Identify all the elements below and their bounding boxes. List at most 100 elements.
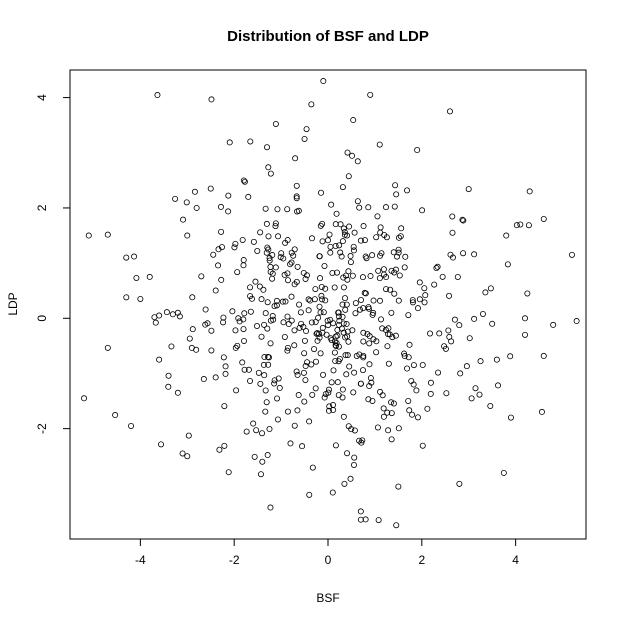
data-point [317,275,324,282]
data-point [316,334,323,341]
data-point [395,249,402,256]
data-point [288,249,295,256]
x-tick-label: 0 [325,553,332,567]
data-point [379,325,386,332]
data-point [388,410,395,417]
data-point [479,310,486,317]
data-point [422,292,429,299]
data-point [471,251,478,258]
data-point [207,185,214,192]
data-point [267,263,274,270]
data-point [392,182,399,189]
data-point [405,312,412,319]
data-point [342,306,349,313]
data-point [156,356,163,363]
data-point [221,442,228,449]
data-point [401,350,408,357]
data-point [398,225,405,232]
data-point [225,469,232,476]
data-point [360,338,367,345]
data-point [394,253,401,260]
data-point [256,283,263,290]
data-point [303,272,310,279]
data-point [288,259,295,266]
data-point [347,253,354,260]
data-point [454,273,461,280]
data-point [384,409,391,416]
data-point [292,155,299,162]
data-point [308,101,315,108]
data-point [257,229,264,236]
data-point [517,221,524,228]
data-point [263,220,270,227]
data-point [321,394,328,401]
data-point [376,141,383,148]
data-point [258,296,265,303]
data-point [232,344,239,351]
data-point [433,265,440,272]
data-point [296,324,303,331]
data-point [344,276,351,283]
y-axis: -2 0 2 4 [35,94,70,434]
data-point [449,213,456,220]
data-point [446,333,453,340]
data-point [291,422,298,429]
data-point [328,201,335,208]
data-point [385,360,392,367]
data-point [351,454,358,461]
data-point [456,480,463,487]
data-point [365,204,372,211]
data-point [291,342,298,349]
data-point [288,293,295,300]
data-point [245,193,252,200]
data-point [294,371,301,378]
data-point [274,206,281,213]
data-point [221,403,228,410]
data-point [311,346,318,353]
data-point [251,453,258,460]
data-point [326,231,333,238]
data-point [208,327,215,334]
data-point [261,372,268,379]
data-point [393,522,400,529]
data-point [259,430,266,437]
data-point [265,164,272,171]
data-point [281,271,288,278]
data-point [262,408,269,415]
data-point [449,229,456,236]
data-point [250,420,257,427]
data-point [344,328,351,335]
data-point [308,319,315,326]
data-point [262,205,269,212]
data-point [272,120,279,127]
data-point [300,369,307,376]
data-point [392,266,399,273]
data-point [375,267,382,274]
data-point [395,483,402,490]
data-point [232,240,239,247]
data-point [336,355,343,362]
data-point [487,402,494,409]
data-point [383,274,390,281]
y-tick-label: 2 [35,204,49,211]
data-point [193,204,200,211]
data-point [267,504,274,511]
data-point [260,286,267,293]
data-point [325,386,332,393]
data-point [287,261,294,268]
data-point [174,389,181,396]
data-point [176,313,183,320]
data-point [231,244,238,251]
data-point [504,261,511,268]
data-point [358,439,365,446]
data-point [253,322,260,329]
data-point [146,273,153,280]
data-point [212,374,219,381]
data-point [446,108,453,115]
data-point [326,403,333,410]
data-point [317,350,324,357]
data-point [329,489,336,496]
data-point [368,379,375,386]
data-point [273,302,280,309]
data-point [184,232,191,239]
